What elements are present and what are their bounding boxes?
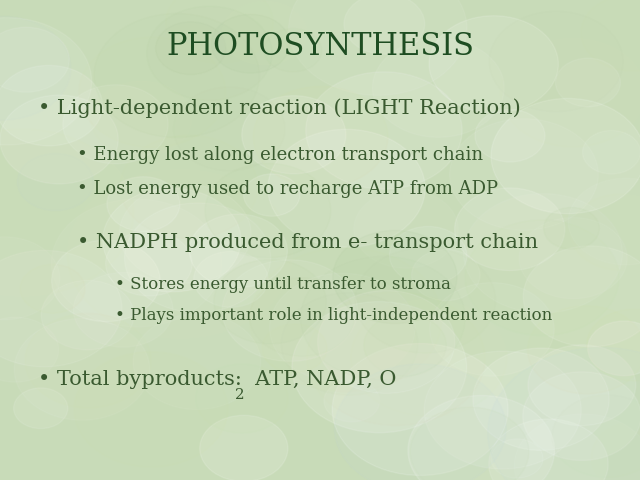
Circle shape (588, 321, 640, 376)
Circle shape (489, 419, 608, 480)
Circle shape (67, 169, 292, 338)
Circle shape (242, 96, 346, 174)
Circle shape (306, 72, 462, 189)
Text: • Plays important role in light-independent reaction: • Plays important role in light-independ… (115, 307, 552, 324)
Circle shape (119, 184, 251, 283)
Circle shape (189, 214, 287, 288)
Circle shape (205, 163, 331, 258)
Circle shape (524, 246, 640, 347)
Circle shape (268, 129, 425, 247)
Circle shape (351, 300, 507, 416)
Circle shape (222, 260, 358, 361)
Circle shape (200, 415, 288, 480)
Circle shape (491, 98, 640, 214)
Circle shape (317, 290, 455, 394)
Circle shape (591, 421, 640, 480)
Circle shape (94, 13, 259, 137)
Circle shape (147, 6, 272, 100)
Circle shape (372, 38, 504, 137)
Circle shape (196, 364, 288, 433)
Circle shape (253, 86, 388, 187)
Circle shape (332, 344, 508, 475)
Circle shape (13, 388, 68, 429)
Circle shape (244, 174, 300, 216)
Circle shape (543, 207, 599, 249)
Circle shape (429, 16, 558, 113)
Circle shape (289, 0, 467, 96)
Circle shape (429, 283, 554, 376)
Circle shape (465, 220, 619, 336)
Circle shape (156, 22, 226, 74)
Circle shape (0, 18, 92, 145)
Circle shape (194, 252, 268, 307)
Circle shape (324, 380, 380, 422)
Circle shape (364, 314, 446, 376)
Circle shape (519, 217, 627, 299)
Circle shape (20, 264, 85, 313)
Circle shape (587, 309, 640, 381)
Circle shape (41, 280, 134, 350)
Text: • Stores energy until transfer to stroma: • Stores energy until transfer to stroma (115, 276, 451, 293)
Text: • Light-dependent reaction (LIGHT Reaction): • Light-dependent reaction (LIGHT Reacti… (38, 98, 521, 118)
Circle shape (14, 319, 150, 420)
Text: 2: 2 (235, 388, 244, 402)
Circle shape (0, 251, 122, 367)
Circle shape (52, 240, 160, 322)
Circle shape (0, 317, 59, 382)
Circle shape (74, 352, 228, 467)
Circle shape (222, 1, 307, 65)
Circle shape (166, 0, 273, 63)
Circle shape (570, 194, 640, 270)
Circle shape (528, 345, 636, 426)
Text: • Lost energy used to recharge ATP from ADP: • Lost energy used to recharge ATP from … (77, 180, 498, 198)
Circle shape (292, 301, 467, 432)
Circle shape (454, 188, 564, 271)
Circle shape (264, 28, 322, 72)
Circle shape (491, 439, 543, 478)
Circle shape (0, 95, 118, 184)
Text: • NADPH produced from e- transport chain: • NADPH produced from e- transport chain (77, 233, 538, 252)
Circle shape (211, 14, 289, 73)
Circle shape (344, 0, 425, 54)
Circle shape (262, 324, 327, 372)
Circle shape (463, 194, 623, 313)
Circle shape (0, 16, 71, 120)
Circle shape (556, 58, 620, 107)
Circle shape (450, 119, 598, 230)
Circle shape (125, 203, 271, 312)
Circle shape (488, 348, 640, 480)
Text: • Energy lost along electron transport chain: • Energy lost along electron transport c… (77, 146, 483, 164)
Text: PHOTOSYNTHESIS: PHOTOSYNTHESIS (166, 31, 474, 62)
Circle shape (107, 177, 180, 231)
Circle shape (408, 396, 554, 480)
Circle shape (269, 273, 415, 383)
Circle shape (500, 38, 640, 147)
Circle shape (333, 230, 457, 324)
Circle shape (0, 65, 102, 146)
Circle shape (214, 260, 326, 344)
Circle shape (475, 109, 545, 162)
Circle shape (582, 131, 640, 174)
Circle shape (74, 273, 173, 347)
Circle shape (473, 348, 609, 450)
Circle shape (390, 227, 467, 285)
Text: • Total byproducts:  ATP, NADP, O: • Total byproducts: ATP, NADP, O (38, 370, 397, 389)
Circle shape (412, 249, 480, 300)
Circle shape (410, 407, 529, 480)
Circle shape (106, 231, 192, 296)
Circle shape (0, 27, 69, 92)
Circle shape (335, 364, 506, 480)
Circle shape (17, 154, 93, 211)
Circle shape (424, 351, 581, 469)
Circle shape (91, 81, 191, 156)
Circle shape (63, 85, 168, 164)
Circle shape (0, 129, 134, 296)
Circle shape (527, 306, 640, 394)
Circle shape (103, 188, 241, 292)
Circle shape (523, 372, 640, 460)
